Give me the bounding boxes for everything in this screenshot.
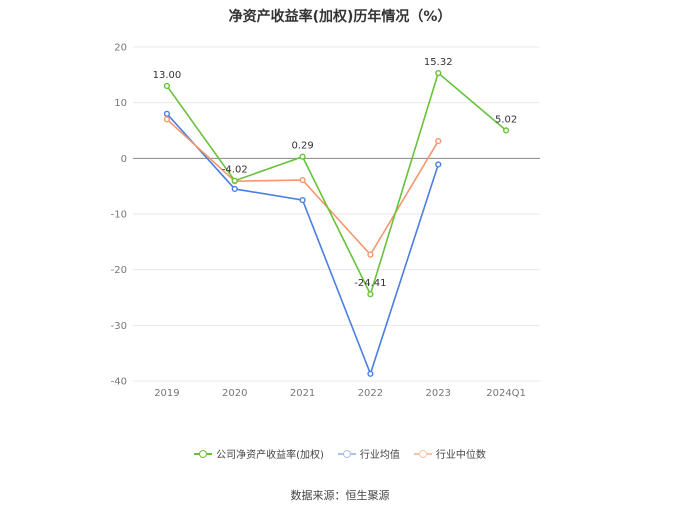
- series-point-2[interactable]: [163, 116, 171, 123]
- legend-label-company: 公司净资产收益率(加权): [216, 450, 324, 461]
- y-tick-label: 10: [114, 98, 127, 109]
- legend-item-industry-mean[interactable]: 行业均值: [337, 446, 400, 461]
- legend-swatch-company: [194, 449, 213, 459]
- series-line-2: [166, 118, 439, 256]
- legend-label-industry-median: 行业中位数: [435, 450, 486, 461]
- y-tick-label: -10: [111, 210, 127, 221]
- y-tick-label: 20: [114, 43, 127, 54]
- series-point-0[interactable]: [367, 291, 374, 298]
- series-point-1[interactable]: [299, 196, 306, 204]
- data-label: 15.32: [424, 57, 453, 68]
- x-tick-label: 2024Q1: [486, 388, 526, 399]
- x-tick-label: 2023: [426, 388, 451, 399]
- legend-label-industry-mean: 行业均值: [359, 450, 400, 461]
- series-line-1: [166, 113, 440, 377]
- series-point-0[interactable]: [435, 69, 442, 77]
- series-line-0: [166, 71, 507, 297]
- x-tick-label: 2021: [290, 388, 315, 399]
- x-tick-label: 2020: [222, 388, 247, 399]
- series-point-2[interactable]: [435, 137, 442, 145]
- series-point-1[interactable]: [231, 185, 238, 193]
- x-tick-label: 2022: [358, 388, 383, 399]
- y-tick-label: -30: [111, 321, 127, 332]
- series-point-0[interactable]: [163, 82, 171, 90]
- legend: 公司净资产收益率(加权) 行业均值 行业中位数: [0, 446, 680, 461]
- series-point-0[interactable]: [231, 177, 238, 184]
- series-point-1[interactable]: [367, 370, 374, 377]
- axis-layer: 20 10 0 -10 -20 -30 -40 2019 2020 2021 2022 2023 202…: [111, 43, 526, 400]
- series-point-0[interactable]: [299, 153, 306, 160]
- series-point-2[interactable]: [367, 251, 374, 258]
- chart-title: 净资产收益率(加权)历年情况（%）: [228, 9, 452, 25]
- data-source: 数据来源：恒生聚源: [290, 489, 390, 502]
- data-label: 0.29: [291, 141, 313, 152]
- y-tick-label: 0: [121, 154, 127, 165]
- grid-layer: [133, 46, 540, 382]
- series-point-2[interactable]: [299, 176, 306, 184]
- data-label: -24.41: [354, 278, 386, 289]
- y-tick-label: -40: [111, 377, 127, 388]
- label-layer: 13.00 -4.02 0.29 -24.41 15.32 5.02: [153, 57, 518, 289]
- legend-item-company[interactable]: 公司净资产收益率(加权): [194, 446, 324, 461]
- data-label: 13.00: [153, 70, 182, 81]
- series-point-0[interactable]: [502, 127, 510, 134]
- series-point-1[interactable]: [435, 161, 442, 168]
- data-label: 5.02: [495, 114, 517, 125]
- y-tick-label: -20: [111, 265, 127, 276]
- legend-swatch-industry-mean: [337, 449, 356, 459]
- legend-swatch-industry-median: [413, 449, 432, 459]
- data-label: -4.02: [222, 165, 248, 176]
- x-tick-label: 2019: [154, 388, 179, 399]
- series-point-1[interactable]: [163, 110, 171, 117]
- legend-item-industry-median[interactable]: 行业中位数: [413, 446, 486, 461]
- series-layer: [163, 69, 510, 377]
